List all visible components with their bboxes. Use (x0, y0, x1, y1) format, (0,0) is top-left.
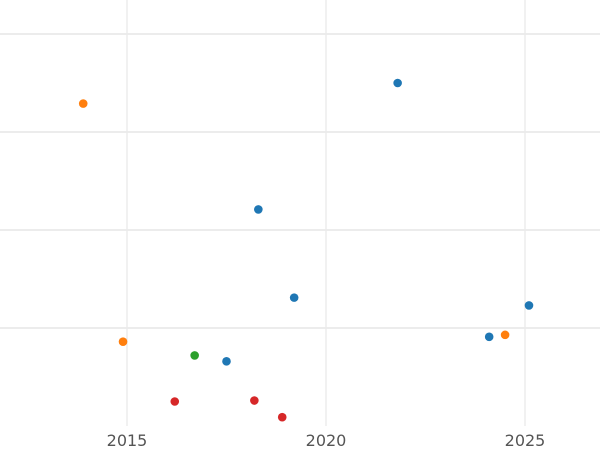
x-tick-label-2015: 2015 (107, 431, 148, 450)
x-tick-label-2025: 2025 (505, 431, 546, 450)
data-point-0 (78, 99, 88, 108)
data-point-4 (254, 205, 263, 214)
data-point-6 (524, 301, 534, 310)
grid (0, 0, 600, 426)
data-point-10 (170, 397, 180, 406)
data-point-5 (289, 293, 299, 302)
data-point-1 (118, 337, 128, 347)
x-axis-tick-labels: 2015 2020 2025 (107, 431, 546, 450)
x-tick-label-2020: 2020 (306, 431, 347, 450)
data-point-2 (500, 330, 510, 340)
data-point-3 (393, 78, 402, 88)
data-point-12 (277, 412, 287, 422)
data-point-7 (484, 332, 494, 342)
data-points (78, 78, 534, 422)
data-point-11 (250, 396, 259, 405)
data-point-8 (222, 357, 231, 366)
data-point-9 (190, 351, 199, 360)
